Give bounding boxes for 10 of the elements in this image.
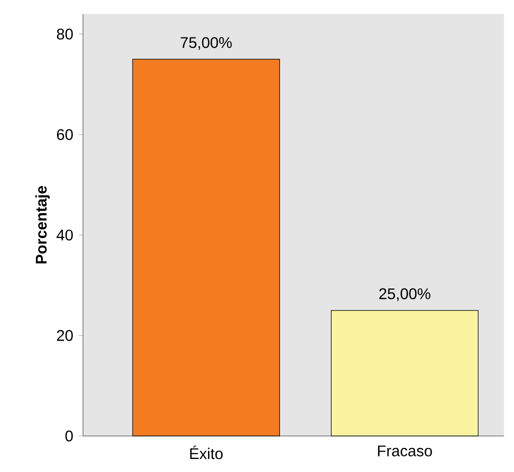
y-tick-label: 60	[57, 129, 73, 140]
y-tick-label: 20	[57, 330, 73, 341]
x-tick-label: Éxito	[190, 446, 223, 460]
x-tick-label: Fracaso	[378, 446, 432, 456]
y-tick-label: 80	[56, 28, 73, 40]
y-axis-title: Porcentaje	[35, 186, 50, 264]
data-label: 75,00%	[180, 37, 232, 50]
y-tick-label: 40	[56, 230, 73, 241]
data-label: 25,00%	[379, 288, 430, 302]
y-tick-label: 0	[65, 430, 73, 442]
